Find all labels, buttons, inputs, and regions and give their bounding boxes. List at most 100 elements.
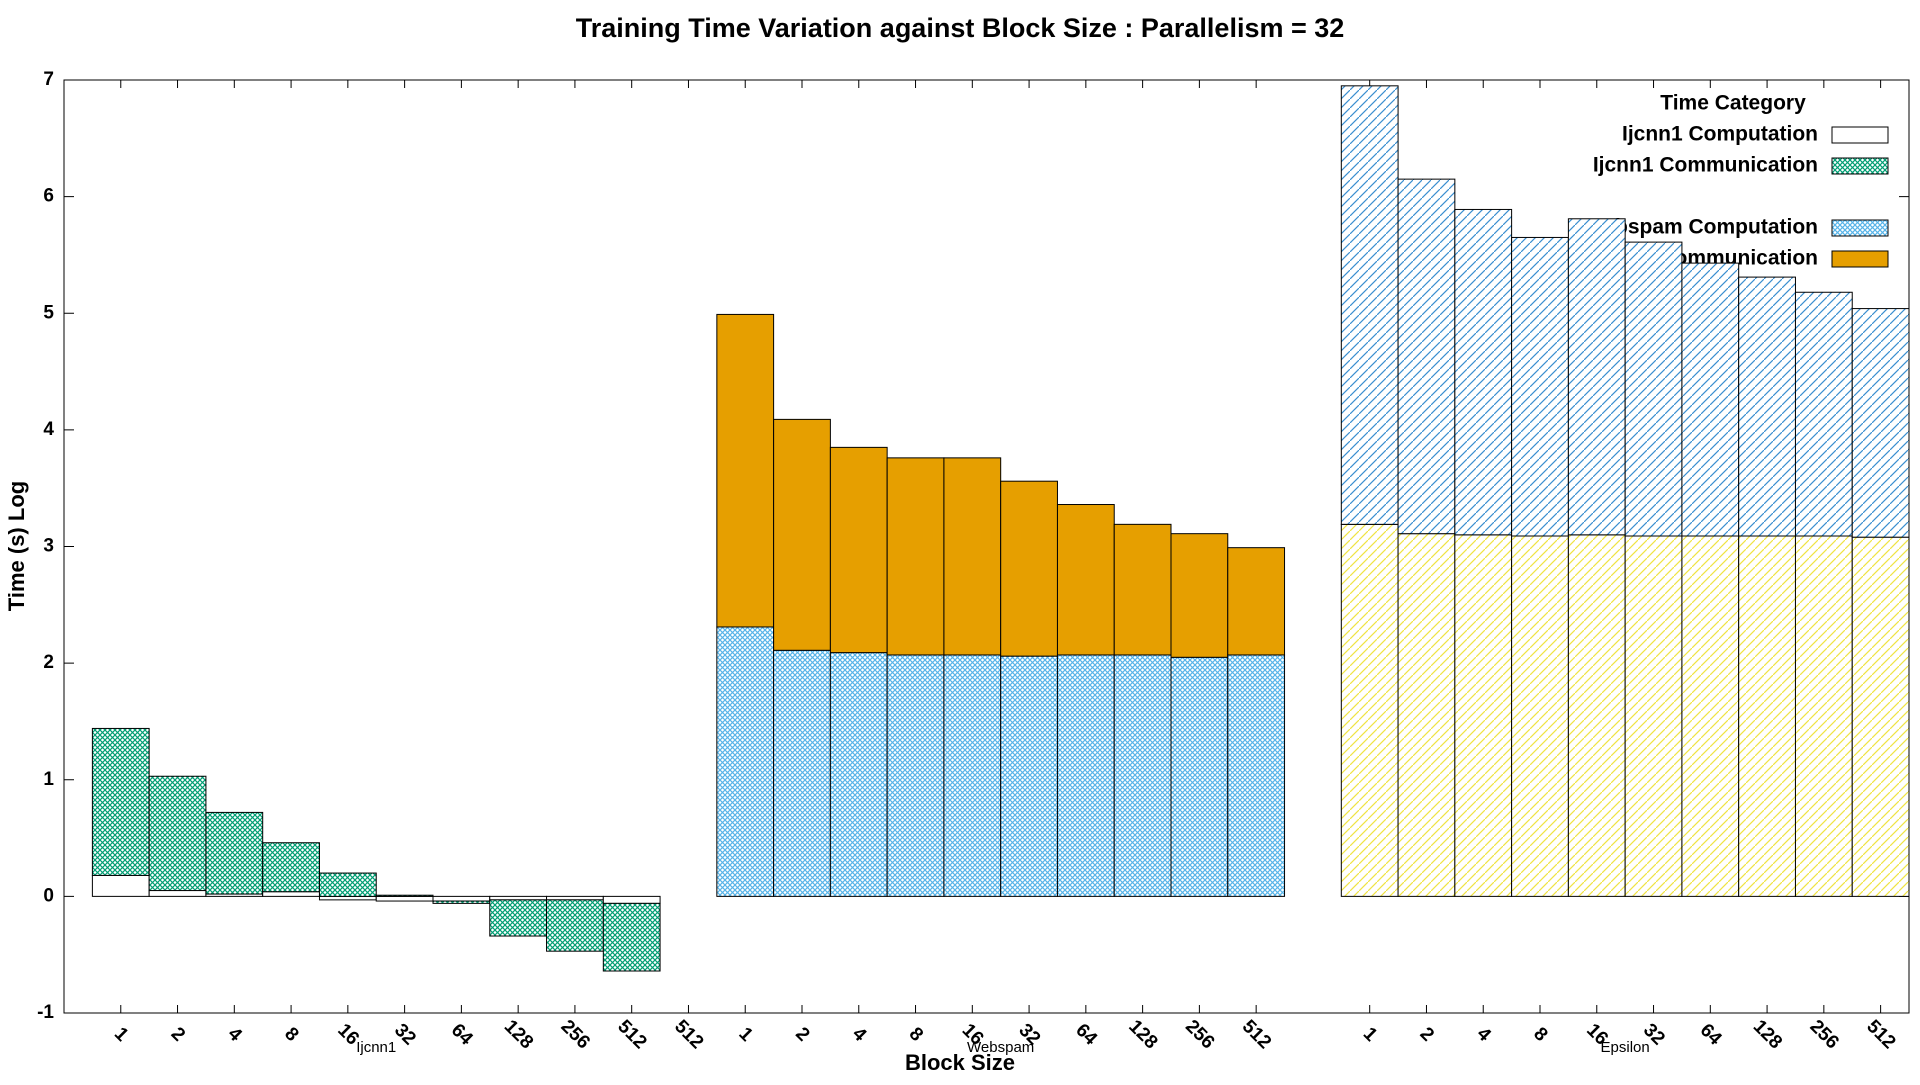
x-tick-label: 512 xyxy=(1862,1016,1899,1053)
bar xyxy=(1511,535,1569,897)
bar xyxy=(602,895,661,904)
bar xyxy=(1000,480,1058,657)
x-tick-label: 512 xyxy=(1238,1016,1275,1053)
bar xyxy=(1397,178,1456,535)
x-tick-label: 2 xyxy=(167,1023,189,1045)
y-tick-label: -1 xyxy=(37,1002,54,1023)
bar xyxy=(318,872,377,897)
bar xyxy=(318,895,377,901)
x-tick-label: 64 xyxy=(447,1020,477,1050)
bar xyxy=(886,457,945,656)
bar xyxy=(1056,654,1115,897)
bar xyxy=(432,895,491,902)
x-tick-label: 8 xyxy=(280,1023,302,1045)
x-tick-label: 64 xyxy=(1696,1020,1726,1050)
x-tick-label: 128 xyxy=(1749,1016,1786,1053)
bar xyxy=(1000,655,1058,897)
x-tick-label: 4 xyxy=(223,1023,246,1046)
bar xyxy=(602,902,661,972)
bar xyxy=(1056,504,1115,656)
bar xyxy=(829,446,888,654)
y-tick-label: 4 xyxy=(43,419,54,440)
bar xyxy=(148,890,207,897)
bar xyxy=(262,842,320,893)
bar xyxy=(1738,535,1796,897)
x-tick-label: 1 xyxy=(734,1023,757,1046)
chart-title: Training Time Variation against Block Si… xyxy=(576,13,1345,43)
x-tick-label: 1 xyxy=(1359,1023,1382,1046)
legend-swatch xyxy=(1831,250,1889,268)
x-tick-label: 128 xyxy=(500,1016,537,1053)
legend-label: Ijcnn1 Computation xyxy=(1622,123,1818,146)
legend-label: Ijcnn1 Communication xyxy=(1593,154,1818,177)
bar xyxy=(1511,236,1569,537)
bar xyxy=(773,649,831,897)
bar xyxy=(91,727,150,876)
bar xyxy=(1851,308,1910,538)
bar xyxy=(886,654,945,897)
bar xyxy=(546,895,604,901)
y-tick-label: 6 xyxy=(43,186,54,207)
bar xyxy=(205,811,264,895)
bar xyxy=(1170,533,1229,658)
bar xyxy=(489,899,548,937)
bar xyxy=(1681,262,1740,537)
bar xyxy=(375,894,434,897)
x-tick-label: 1 xyxy=(110,1023,133,1046)
x-tick-label: 512 xyxy=(613,1016,650,1053)
bar xyxy=(1794,535,1853,897)
legend-swatch xyxy=(1831,219,1889,237)
group-label: Epsilon xyxy=(1601,1039,1650,1056)
bar xyxy=(716,626,775,897)
bar xyxy=(1454,208,1513,536)
x-tick-label: 4 xyxy=(848,1023,871,1046)
bar xyxy=(1340,85,1399,525)
legend-swatch xyxy=(1831,126,1889,144)
x-tick-label: 8 xyxy=(1529,1023,1551,1045)
bar xyxy=(1227,654,1286,897)
x-tick-label: 256 xyxy=(1806,1016,1843,1053)
x-tick-label: 256 xyxy=(557,1016,594,1053)
bar xyxy=(546,899,604,952)
x-tick-label: 256 xyxy=(1181,1016,1218,1053)
bar xyxy=(1340,523,1399,897)
bar xyxy=(1227,547,1286,656)
y-tick-label: 7 xyxy=(43,69,54,90)
bar xyxy=(262,891,320,897)
y-tick-label: 5 xyxy=(43,302,54,323)
bar xyxy=(1738,276,1796,537)
group-label: Webspam xyxy=(967,1039,1034,1056)
bar xyxy=(1170,656,1229,897)
x-tick-label: 128 xyxy=(1124,1016,1161,1053)
y-tick-label: 1 xyxy=(43,769,54,790)
y-tick-label: 0 xyxy=(43,885,54,906)
y-tick-label: 2 xyxy=(43,652,54,673)
x-tick-label: 512 xyxy=(670,1016,707,1053)
bar xyxy=(1567,218,1626,536)
x-tick-label: 4 xyxy=(1472,1023,1495,1046)
bar xyxy=(148,775,207,892)
x-axis-label: Block Size xyxy=(905,1050,1015,1075)
y-tick-label: 3 xyxy=(43,536,54,557)
y-axis-label: Time (s) Log xyxy=(4,481,29,611)
x-tick-label: 2 xyxy=(1416,1023,1438,1045)
bar xyxy=(1567,534,1626,897)
x-tick-label: 64 xyxy=(1071,1020,1101,1050)
bar xyxy=(1624,241,1683,537)
bar xyxy=(375,895,434,902)
legend-title: Time Category xyxy=(1660,92,1806,115)
bar xyxy=(773,418,831,651)
bar xyxy=(432,900,491,904)
legend-swatch xyxy=(1831,157,1889,175)
bar xyxy=(943,457,1002,656)
bar xyxy=(1113,654,1172,897)
bar xyxy=(1624,535,1683,897)
bar xyxy=(943,654,1002,897)
group-label: Ijcnn1 xyxy=(356,1039,396,1056)
bar xyxy=(829,652,888,897)
bar xyxy=(91,874,150,897)
bar xyxy=(1397,533,1456,897)
x-tick-label: 8 xyxy=(905,1023,927,1045)
bar xyxy=(1794,291,1853,537)
